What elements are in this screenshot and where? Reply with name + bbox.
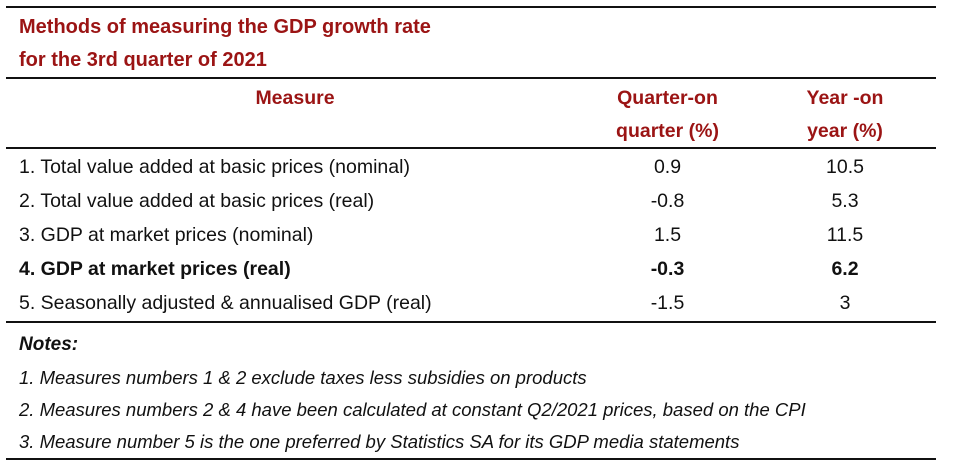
row-yoy-value: 11.5 [826,224,864,246]
title-rule [6,77,936,79]
row-label: 4. GDP at market prices (real) [19,258,291,280]
row-yoy-value: 6.2 [831,258,859,280]
note-item: 2. Measures numbers 2 & 4 have been calc… [19,399,806,420]
row-qoq-value: 1.5 [653,224,682,246]
table-title-line2: for the 3rd quarter of 2021 [19,49,267,71]
header-measure: Measure [255,87,335,109]
top-rule [6,6,936,8]
row-label: 3. GDP at market prices (nominal) [19,224,314,246]
note-item: 3. Measure number 5 is the one preferred… [19,431,740,452]
row-yoy-value: 3 [839,292,851,314]
row-qoq-value: 0.9 [653,156,682,178]
table-row: 3. GDP at market prices (nominal) 1.5 11… [0,218,955,252]
table-title-line1: Methods of measuring the GDP growth rate [19,16,431,38]
header-yoy-line1: Year -on [806,87,884,109]
row-label: 1. Total value added at basic prices (no… [19,156,410,178]
row-label: 5. Seasonally adjusted & annualised GDP … [19,292,432,314]
row-yoy-value: 10.5 [826,156,864,178]
table-row: 1. Total value added at basic prices (no… [0,150,955,184]
table-row: 5. Seasonally adjusted & annualised GDP … [0,286,955,320]
row-qoq-value: -1.5 [650,292,685,314]
row-yoy-value: 5.3 [831,190,859,212]
header-qoq-line1: Quarter-on [617,87,718,109]
note-item: 1. Measures numbers 1 & 2 exclude taxes … [19,367,587,388]
table-row-highlighted: 4. GDP at market prices (real) -0.3 6.2 [0,252,955,286]
header-yoy-line2: year (%) [807,120,883,142]
table-row: 2. Total value added at basic prices (re… [0,184,955,218]
body-rule [6,321,936,323]
header-qoq-line2: quarter (%) [616,120,719,142]
row-qoq-value: -0.8 [650,190,685,212]
row-label: 2. Total value added at basic prices (re… [19,190,375,212]
row-qoq-value: -0.3 [650,258,685,280]
header-rule [6,147,936,149]
bottom-rule [6,458,936,460]
notes-heading: Notes: [19,334,79,355]
